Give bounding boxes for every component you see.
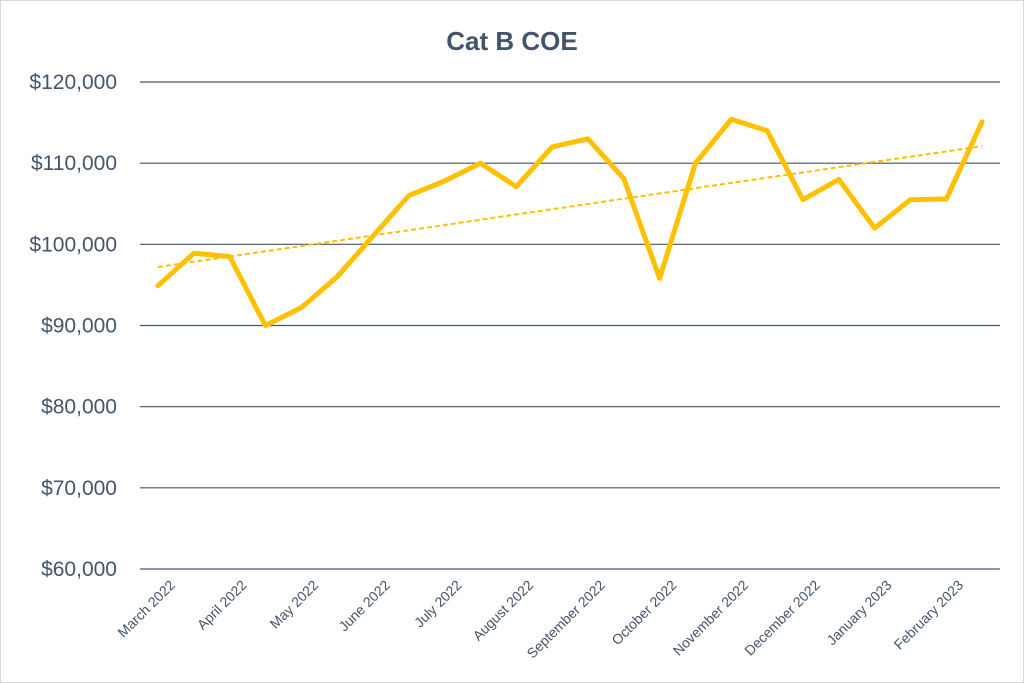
y-tick-label: $120,000	[29, 71, 117, 94]
data-point	[335, 274, 340, 279]
gridlines	[140, 81, 1000, 570]
data-point	[621, 176, 626, 181]
x-tick-label: August 2022	[469, 577, 536, 644]
y-tick-label: $90,000	[41, 315, 117, 338]
data-point	[227, 254, 232, 259]
y-tick-label: $70,000	[41, 477, 117, 500]
data-point	[370, 234, 375, 239]
x-tick-label: September 2022	[523, 577, 608, 662]
x-tick-label: July 2022	[411, 577, 465, 631]
data-point	[729, 117, 734, 122]
data-point	[550, 144, 555, 149]
series-layer	[155, 116, 985, 328]
data-point	[155, 283, 160, 288]
data-point	[944, 196, 949, 201]
x-tick-label: June 2022	[335, 577, 393, 635]
data-point	[693, 161, 698, 166]
data-point	[872, 226, 877, 231]
data-point	[908, 197, 913, 202]
x-tick-label: October 2022	[608, 577, 679, 648]
data-point	[980, 119, 985, 124]
series-line	[155, 116, 985, 328]
x-tick-label: February 2023	[891, 577, 967, 653]
data-point	[299, 305, 304, 310]
y-axis-tick-labels: $60,000 $70,000 $80,000 $90,000 $100,000 $110…	[29, 71, 117, 581]
x-tick-label: November 2022	[670, 577, 752, 659]
chart-title: Cat B COE	[446, 26, 578, 56]
x-axis-tick-labels: March 2022 April 2022 May 2022 June 2022 Jul…	[114, 577, 966, 662]
data-point	[263, 323, 268, 328]
data-point	[657, 276, 662, 281]
x-tick-label: March 2022	[114, 577, 178, 641]
trendline-layer	[157, 145, 983, 269]
y-tick-label: $80,000	[41, 396, 117, 419]
data-point	[191, 251, 196, 256]
data-point	[514, 184, 519, 189]
data-point	[478, 161, 483, 166]
data-point	[765, 128, 770, 133]
data-point	[800, 197, 805, 202]
y-tick-label: $110,000	[31, 152, 117, 175]
x-tick-label: May 2022	[266, 577, 321, 632]
data-point	[442, 179, 447, 184]
x-tick-label: January 2023	[823, 577, 894, 648]
y-tick-label: $60,000	[41, 558, 117, 581]
trendline	[157, 145, 983, 269]
data-point	[585, 136, 590, 141]
x-tick-label: December 2022	[741, 577, 823, 659]
x-tick-label: April 2022	[194, 577, 250, 633]
data-point	[836, 177, 841, 182]
data-point	[406, 193, 411, 198]
y-tick-label: $100,000	[29, 233, 117, 256]
